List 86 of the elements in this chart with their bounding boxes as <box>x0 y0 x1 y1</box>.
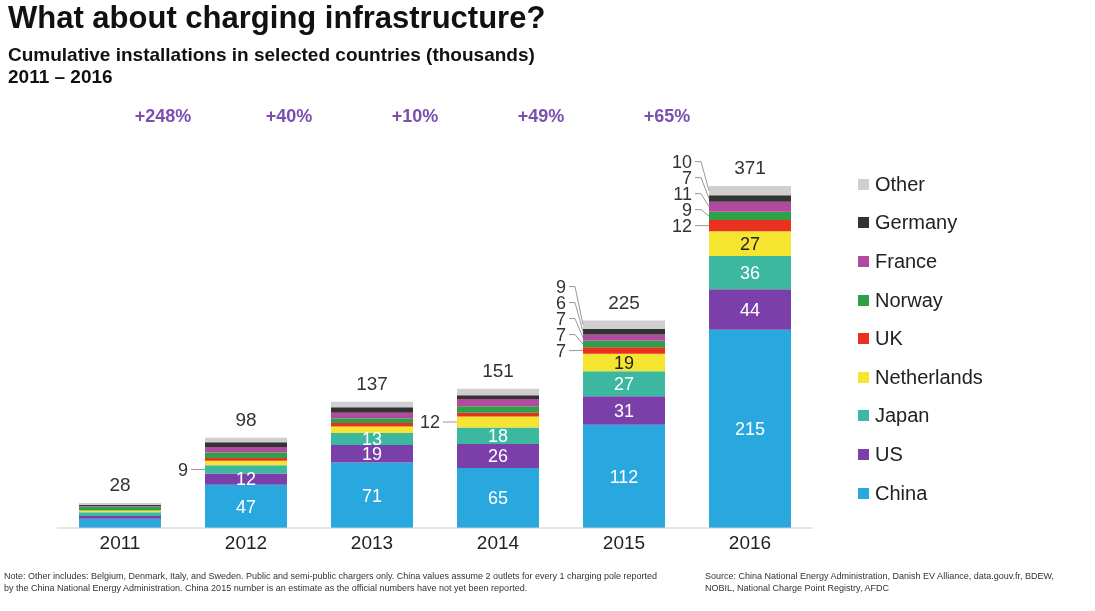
legend-label: UK <box>874 326 904 352</box>
bar <box>331 401 413 408</box>
data-label: 31 <box>613 400 635 421</box>
bar <box>583 328 665 335</box>
source-note: Source: China National Energy Administration, Danish EV Alliance, data.gouv.fr, BDEW, NOBIL, National Charge Point Registry, AFDC <box>705 570 1055 594</box>
bar <box>583 320 665 329</box>
bar <box>709 220 791 232</box>
bar <box>331 462 413 528</box>
bar <box>709 186 791 196</box>
bar <box>583 396 665 425</box>
bar <box>583 334 665 341</box>
text: +248% <box>133 106 193 127</box>
bar <box>205 442 287 447</box>
data-label: 9 <box>177 459 188 480</box>
text: +49% <box>516 106 566 127</box>
bar <box>583 424 665 528</box>
legend-label: France <box>874 249 939 274</box>
x-tick-label: 2012 <box>224 532 268 554</box>
bar <box>583 371 665 397</box>
bar <box>457 416 539 428</box>
bar <box>583 340 665 348</box>
data-label: 36 <box>739 262 761 283</box>
bar <box>331 426 413 434</box>
bar <box>709 289 791 330</box>
bar <box>205 484 287 528</box>
data-label: 65 <box>487 488 509 509</box>
legend-label: Germany <box>874 210 959 236</box>
bar <box>457 388 539 396</box>
bar <box>205 457 287 461</box>
chart-subtitle: Cumulative installations in selected countries (thousands) 2011 – 2016 <box>8 44 535 88</box>
bar <box>331 407 413 413</box>
data-label: 12 <box>235 469 257 490</box>
legend-label: Norway <box>874 287 944 313</box>
text: +65% <box>642 106 692 127</box>
bar <box>709 195 791 202</box>
legend-label: Japan <box>874 403 931 429</box>
x-tick-label: 2014 <box>476 532 520 554</box>
legend-label: China <box>874 480 929 506</box>
data-label: 12 <box>419 412 440 433</box>
bar <box>457 398 539 407</box>
bar <box>709 211 791 221</box>
data-label: 27 <box>613 374 635 395</box>
data-label: 71 <box>361 485 383 506</box>
bar <box>457 468 539 528</box>
x-tick-label: 2016 <box>728 532 772 554</box>
bar <box>205 446 287 453</box>
bar <box>583 347 665 354</box>
bar <box>331 412 413 419</box>
total-label: 371 <box>734 157 766 178</box>
bar <box>205 465 287 474</box>
total-label: 28 <box>109 474 131 496</box>
bar <box>79 516 161 519</box>
bar <box>205 452 287 458</box>
total-label: 225 <box>608 291 640 313</box>
data-label: 18 <box>487 426 509 447</box>
data-label: 19 <box>613 352 635 373</box>
legend-label: Netherlands <box>874 364 983 390</box>
bar <box>457 395 539 399</box>
bar <box>709 329 791 528</box>
bar <box>331 418 413 423</box>
bar <box>709 256 791 290</box>
x-tick-label: 2013 <box>350 532 394 554</box>
text: Note: Other includes: Belgium, Denmark, Italy, and Sweden. Public and semi-public chargers only. China values assume 2 outlets for every 1 charging pole reported by the China National Energy Administration. China 2015 number is an estimate as the official numbers have not yet been reported. <box>4 570 658 594</box>
bar <box>457 444 539 469</box>
x-tick-label: 2015 <box>602 532 646 554</box>
bar <box>331 422 413 427</box>
legend-label: US <box>874 441 904 467</box>
x-tick-label: 2011 <box>99 532 141 554</box>
text: +40% <box>264 106 314 127</box>
legend-label: Other <box>874 171 927 197</box>
chart-title: What about charging infrastructure? <box>8 0 546 36</box>
bar <box>709 231 791 257</box>
bar <box>457 406 539 413</box>
total-label: 98 <box>235 408 257 430</box>
data-label: 27 <box>739 233 761 254</box>
data-label: 215 <box>734 419 766 440</box>
text: +10% <box>390 106 440 127</box>
total-label: 137 <box>356 372 388 394</box>
total-label: 151 <box>482 359 514 381</box>
data-label: 44 <box>739 299 761 320</box>
data-label: 112 <box>609 466 639 487</box>
bar <box>709 201 791 212</box>
data-label: 47 <box>235 496 257 517</box>
bar <box>331 445 413 463</box>
data-label: 26 <box>487 446 509 467</box>
bar <box>79 512 161 517</box>
